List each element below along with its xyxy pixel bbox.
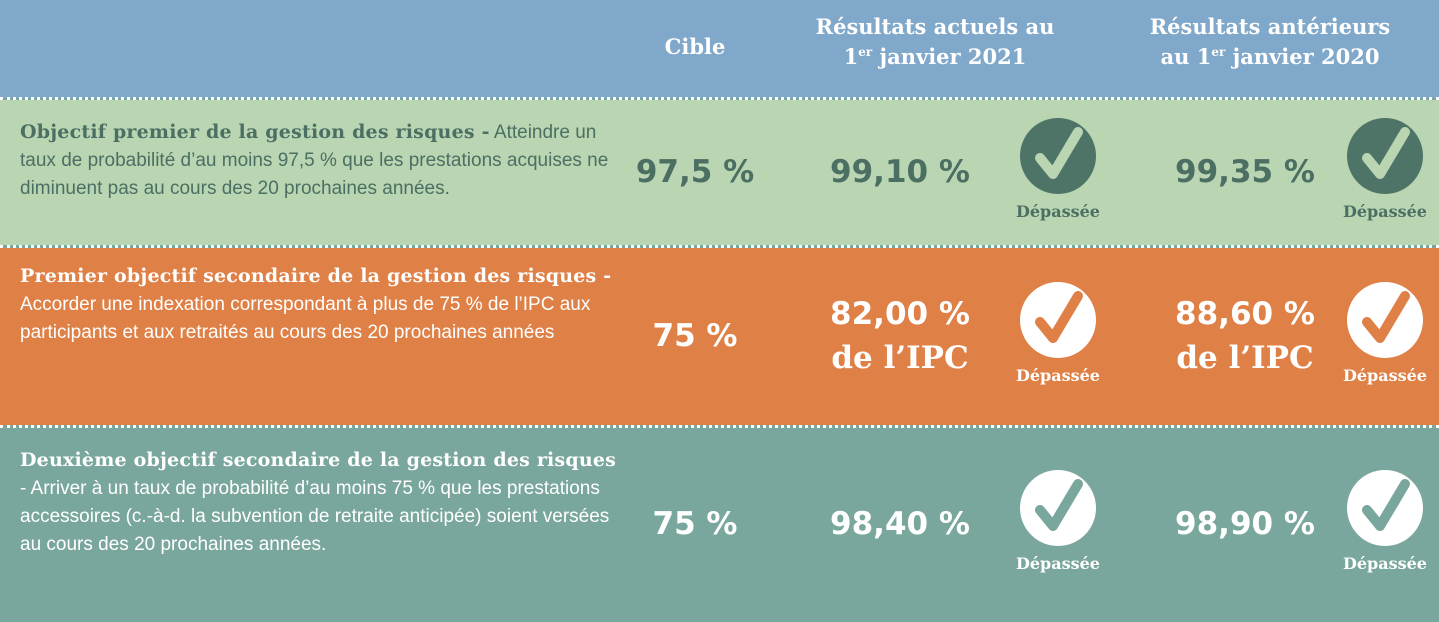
- column-header: Résultats antérieurs au 1er janvier 2020: [1110, 12, 1430, 72]
- separator: [0, 245, 1439, 248]
- result-line: de l’IPC: [1176, 340, 1314, 376]
- objective-description: Premier objectif secondaire de la gestio…: [20, 262, 620, 347]
- status-label: Dépassée: [1016, 554, 1100, 573]
- result-value: 98,40 %: [800, 502, 1000, 546]
- objective-text: Accorder une indexation correspondant à …: [20, 294, 591, 343]
- check-icon: [1347, 118, 1423, 194]
- check-icon: [1020, 282, 1096, 358]
- column-header-line: au 1: [1160, 44, 1212, 69]
- objective-text: Atteindre un taux de probabilité d’au mo…: [20, 122, 609, 199]
- result-line: 82,00 %: [830, 296, 970, 332]
- result-line: 99,35 %: [1175, 154, 1315, 190]
- result-line: de l’IPC: [831, 340, 969, 376]
- objective-description: Deuxième objectif secondaire de la gesti…: [20, 446, 620, 559]
- check-icon: [1020, 118, 1096, 194]
- column-header: Cible: [664, 34, 726, 59]
- column-header-line: janvier 2021: [872, 44, 1027, 69]
- objective-description: Objectif premier de la gestion des risqu…: [20, 118, 620, 203]
- check-mark: [1362, 479, 1410, 531]
- check-mark: [1035, 479, 1083, 531]
- row: Premier objectif secondaire de la gestio…: [0, 248, 1439, 425]
- check-icon: [1347, 282, 1423, 358]
- row: Deuxième objectif secondaire de la gesti…: [0, 428, 1439, 622]
- check-icon: [1020, 470, 1096, 546]
- column-header-line: Résultats actuels au: [815, 14, 1055, 39]
- objective-title: Deuxième objectif secondaire de la gesti…: [20, 449, 617, 471]
- result-line: 98,90 %: [1175, 506, 1315, 542]
- status-label: Dépassée: [1343, 554, 1427, 573]
- target-value: 75 %: [652, 506, 738, 542]
- target-value: 97,5 %: [635, 154, 755, 190]
- result-line: 98,40 %: [830, 506, 970, 542]
- target-value: 75 %: [652, 318, 738, 354]
- check-mark: [1035, 127, 1083, 179]
- superscript: er: [858, 45, 873, 59]
- header: Cible Résultats actuels au 1er janvier 2…: [0, 0, 1439, 98]
- check-mark: [1035, 291, 1083, 343]
- result-value: 99,35 %: [1150, 150, 1340, 194]
- result-value: 82,00 % de l’IPC: [800, 292, 1000, 380]
- status-label: Dépassée: [1016, 202, 1100, 221]
- column-header: Résultats actuels au 1er janvier 2021: [770, 12, 1100, 72]
- status-label: Dépassée: [1016, 366, 1100, 385]
- column-header-line: 1: [843, 44, 859, 69]
- result-value: 99,10 %: [800, 150, 1000, 194]
- result-value: 98,90 %: [1150, 502, 1340, 546]
- check-mark: [1362, 127, 1410, 179]
- objective-text: - Arriver à un taux de probabilité d’au …: [20, 478, 610, 555]
- column-header-line: Résultats antérieurs: [1149, 14, 1391, 39]
- status-label: Dépassée: [1343, 366, 1427, 385]
- separator: [0, 425, 1439, 428]
- check-mark: [1362, 291, 1410, 343]
- status-label: Dépassée: [1343, 202, 1427, 221]
- objective-title: Premier objectif secondaire de la gestio…: [20, 265, 612, 287]
- check-icon: [1347, 470, 1423, 546]
- row: Objectif premier de la gestion des risqu…: [0, 100, 1439, 245]
- result-line: 88,60 %: [1175, 296, 1315, 332]
- superscript: er: [1211, 45, 1226, 59]
- result-line: 99,10 %: [830, 154, 970, 190]
- separator: [0, 97, 1439, 100]
- objective-title: Objectif premier de la gestion des risqu…: [20, 121, 490, 143]
- result-value: 88,60 % de l’IPC: [1150, 292, 1340, 380]
- column-header-line: janvier 2020: [1225, 44, 1380, 69]
